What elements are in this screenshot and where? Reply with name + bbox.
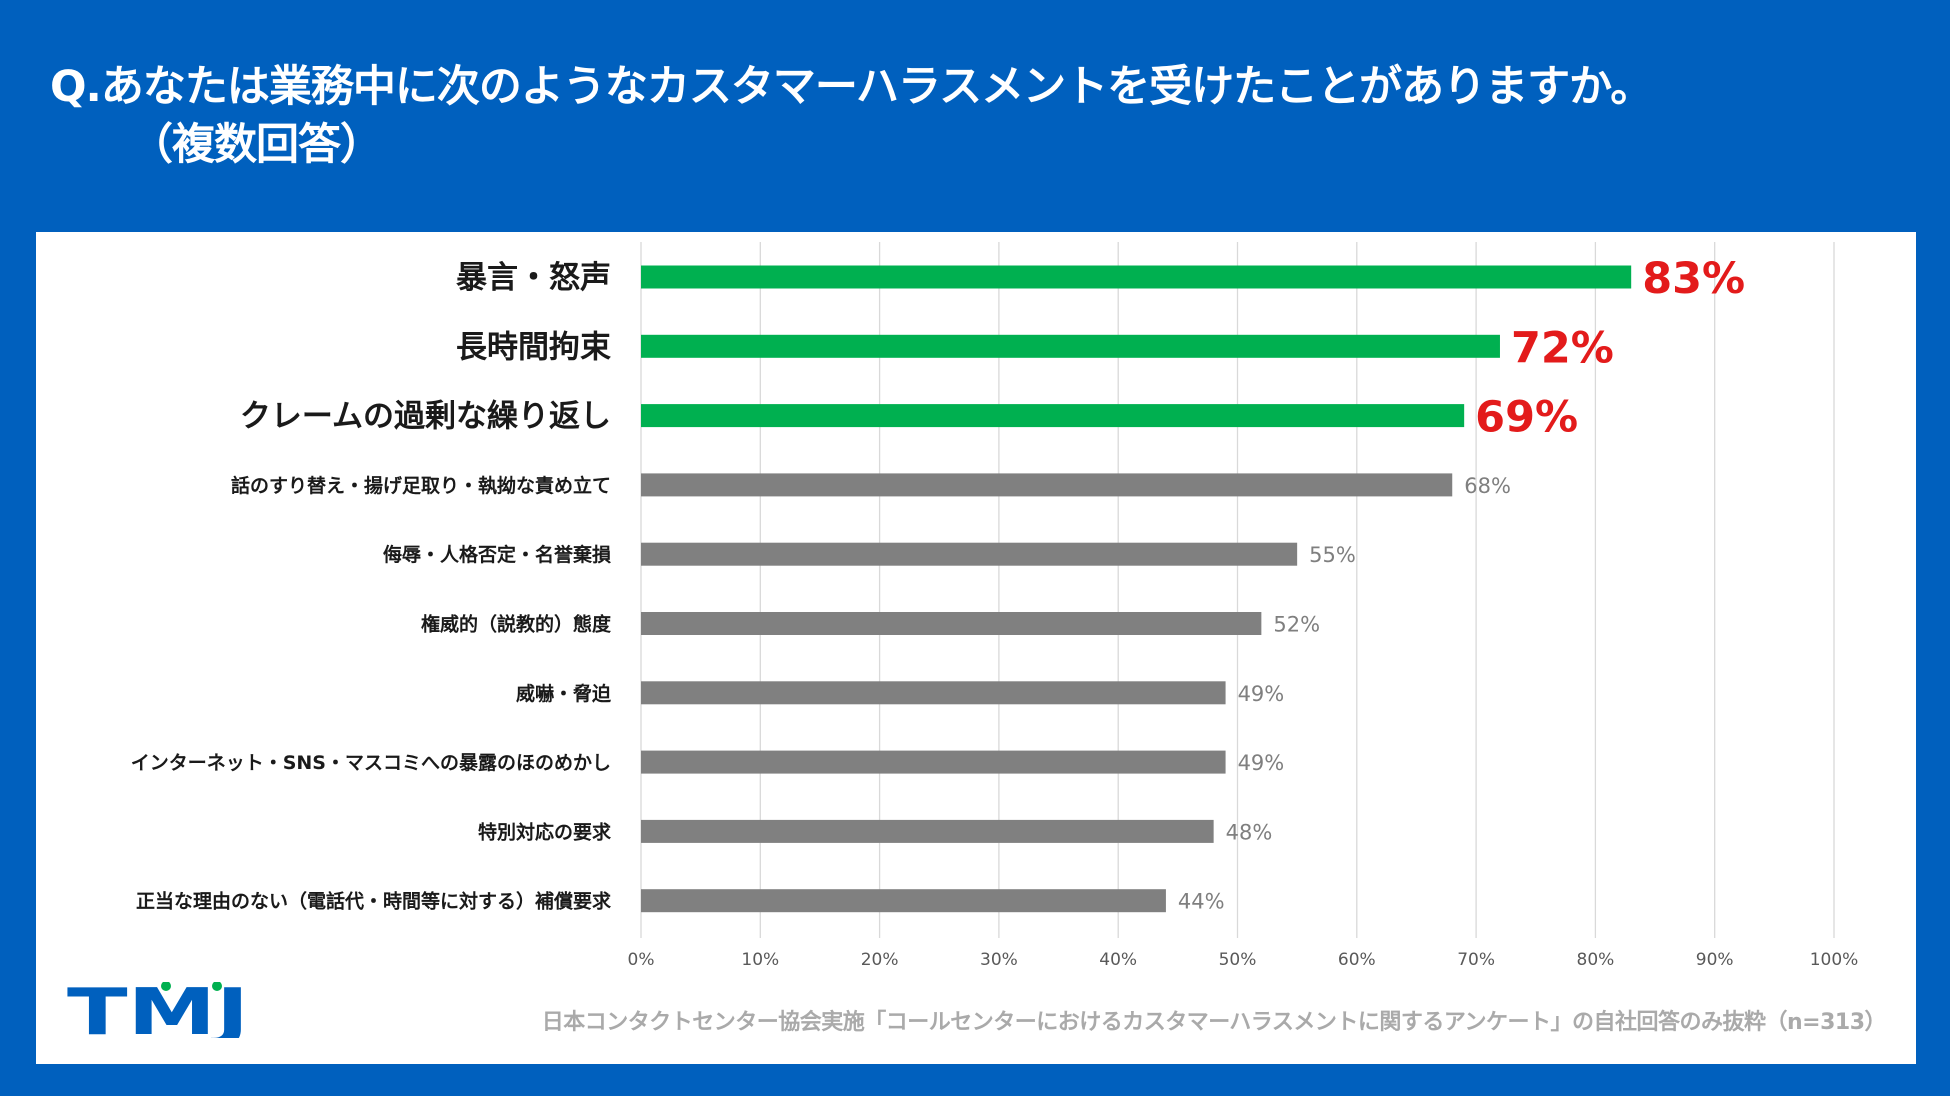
x-tick-label: 0% xyxy=(628,950,655,970)
bar xyxy=(641,404,1465,428)
bar xyxy=(641,681,1226,705)
category-label: 侮辱・人格否定・名誉棄損 xyxy=(383,543,612,566)
x-tick-label: 70% xyxy=(1457,950,1495,970)
category-label: 暴言・怒声 xyxy=(456,260,611,296)
category-label: クレームの過剰な繰り返し xyxy=(240,399,611,435)
logo-text: TMJ xyxy=(67,982,249,1038)
bar xyxy=(641,334,1500,358)
data-label: 55% xyxy=(1309,543,1356,567)
logo-dot-icon xyxy=(161,982,171,991)
x-tick-label: 90% xyxy=(1696,950,1734,970)
category-label: 威嚇・脅迫 xyxy=(516,682,611,705)
chart-panel: 0% 10% 20% 30% 40% 50% 60% 70% 80% 90% 100% 暴言・怒声 83… xyxy=(36,232,1916,1064)
category-label: 特別対応の要求 xyxy=(478,820,612,843)
x-tick-label: 60% xyxy=(1338,950,1376,970)
data-label: 49% xyxy=(1238,682,1285,706)
tmj-logo: TMJ xyxy=(67,982,249,1038)
category-label: 権威的（説教的）態度 xyxy=(421,613,612,636)
x-tick-label: 50% xyxy=(1219,950,1257,970)
bar xyxy=(641,265,1632,289)
x-tick-label: 80% xyxy=(1577,950,1615,970)
logo-dot-icon xyxy=(212,982,222,991)
bar-chart: 0% 10% 20% 30% 40% 50% 60% 70% 80% 90% 100% 暴言・怒声 83… xyxy=(131,242,1859,970)
data-label: 68% xyxy=(1464,474,1511,498)
data-label: 69% xyxy=(1475,393,1578,443)
data-label: 83% xyxy=(1642,254,1745,304)
page-title: Q.あなたは業務中に次のようなカスタマーハラスメントを受けたことがありますか。 … xyxy=(50,58,1653,174)
x-tick-label: 40% xyxy=(1099,950,1137,970)
data-label: 52% xyxy=(1273,613,1320,637)
source-note: 日本コンタクトセンター協会実施「コールセンターにおけるカスタマーハラスメントに関… xyxy=(541,1010,1887,1035)
data-label: 49% xyxy=(1238,751,1285,775)
bar xyxy=(641,819,1214,843)
category-label: 長時間拘束 xyxy=(456,329,611,365)
category-label: 正当な理由のない（電話代・時間等に対する）補償要求 xyxy=(136,890,612,913)
bar xyxy=(641,473,1453,497)
x-tick-label: 10% xyxy=(741,950,779,970)
data-label: 48% xyxy=(1226,820,1273,844)
bar xyxy=(641,542,1298,566)
bar xyxy=(641,889,1166,913)
bar xyxy=(641,612,1262,635)
title-line1: Q.あなたは業務中に次のようなカスタマーハラスメントを受けたことがありますか。 xyxy=(50,62,1653,112)
category-label: インターネット・SNS・マスコミへの暴露のほのめかし xyxy=(131,752,611,774)
data-label: 72% xyxy=(1511,323,1614,373)
x-tick-label: 20% xyxy=(861,950,899,970)
x-tick-label: 100% xyxy=(1810,950,1859,970)
x-tick-label: 30% xyxy=(980,950,1018,970)
data-label: 44% xyxy=(1178,890,1225,914)
bar xyxy=(641,750,1226,774)
category-label: 話のすり替え・揚げ足取り・執拗な責め立て xyxy=(231,474,611,497)
title-line2: （複数回答） xyxy=(130,120,383,170)
